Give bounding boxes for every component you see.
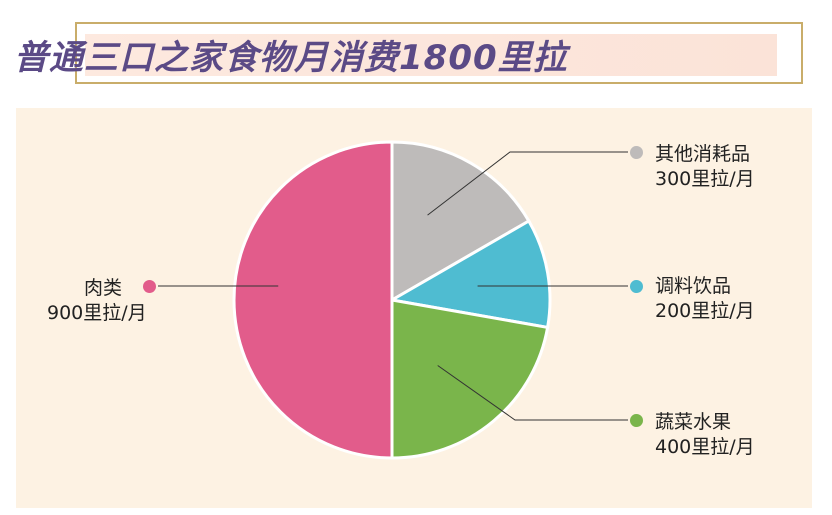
label-veg-name: 蔬菜水果 [655, 411, 732, 433]
legend-dot-veg [630, 414, 643, 427]
label-seasoning: 调料饮品 200里拉/月 [655, 274, 755, 324]
title-frame [75, 22, 803, 84]
pie-slice-other [390, 140, 531, 303]
label-veg-value: 400里拉/月 [655, 436, 755, 458]
legend-dot-other [630, 146, 643, 159]
label-veg: 蔬菜水果 400里拉/月 [655, 410, 755, 460]
leader-line-veg [437, 365, 628, 421]
legend-dot-meat [143, 280, 156, 293]
label-meat: 肉类 [84, 276, 122, 301]
label-other-value: 300里拉/月 [655, 168, 755, 190]
label-other: 其他消耗品 300里拉/月 [655, 142, 755, 192]
pie-slice-seasoning [387, 218, 552, 330]
pie-slice-meat [232, 140, 394, 460]
title-background [85, 34, 777, 76]
legend-dot-seasoning [630, 280, 643, 293]
chart-title: 普通三口之家食物月消费1800里拉 [14, 38, 568, 78]
leader-line-other [427, 151, 628, 216]
label-meat-name: 肉类 [84, 277, 123, 299]
label-meat-value-wrap: 900里拉/月 [47, 301, 147, 326]
label-other-name: 其他消耗品 [655, 143, 751, 165]
label-seasoning-name: 调料饮品 [655, 275, 732, 297]
label-seasoning-value: 200里拉/月 [655, 300, 755, 322]
label-meat-value: 900里拉/月 [47, 302, 147, 324]
pie-slice-veg [390, 298, 550, 460]
